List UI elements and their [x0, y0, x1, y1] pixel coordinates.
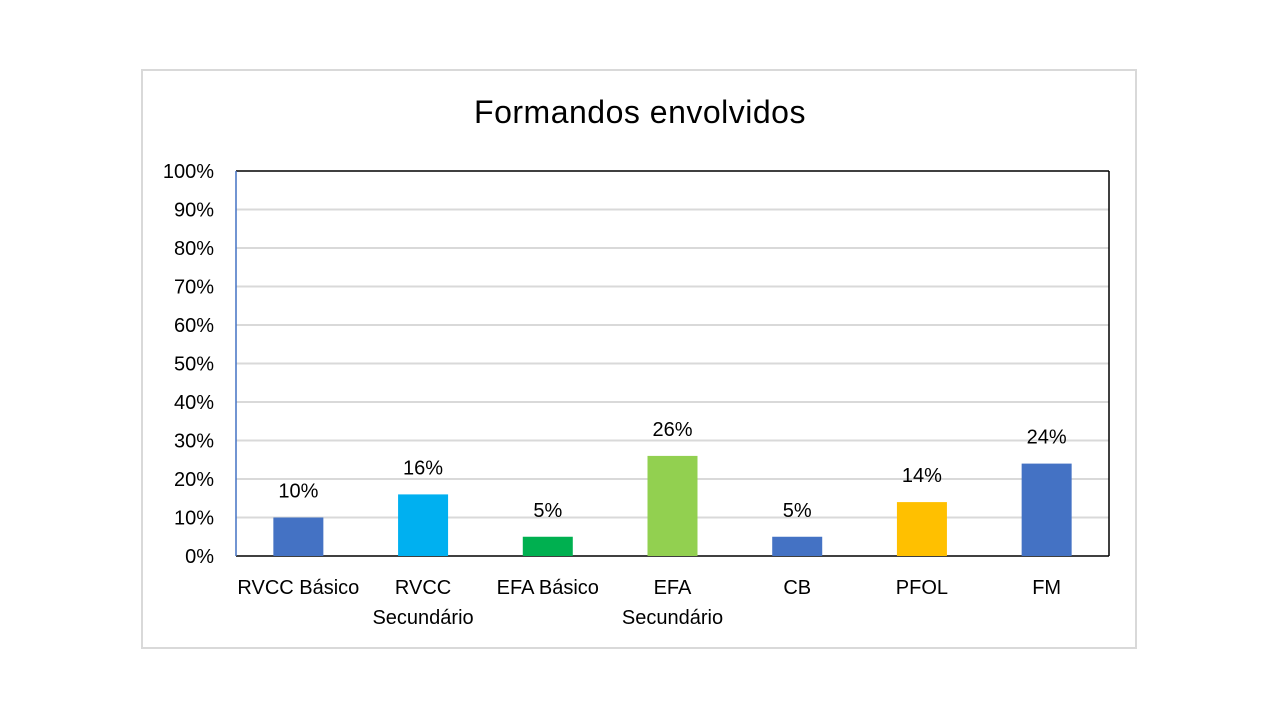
x-tick-label: RVCC Básico [237, 577, 359, 599]
bar [398, 494, 449, 556]
y-tick-label: 90% [174, 200, 214, 222]
data-label: 16% [403, 457, 443, 479]
data-label: 26% [652, 419, 692, 441]
bar [896, 502, 947, 556]
x-tick-label: EFA Básico [497, 577, 599, 599]
y-tick-label: 0% [185, 546, 214, 568]
y-tick-label: 40% [174, 392, 214, 414]
bar [522, 536, 573, 556]
y-tick-label: 70% [174, 277, 214, 299]
bar [772, 536, 823, 556]
y-tick-label: 50% [174, 354, 214, 376]
bar [273, 517, 324, 556]
x-category-labels: RVCC Básico RVCC Secundário EFA Básico EFA Se… [237, 577, 1061, 629]
x-tick-label: PFOL [896, 577, 948, 599]
x-tick-label: RVCC Secundário [372, 577, 473, 629]
data-label: 5% [533, 500, 562, 522]
y-tick-label: 60% [174, 315, 214, 337]
gridlines [236, 208, 1109, 519]
data-label: 14% [902, 465, 942, 487]
bars [273, 455, 1072, 556]
y-tick-label: 20% [174, 469, 214, 491]
y-tick-label: 10% [174, 508, 214, 530]
data-labels: 10% 16% 5% 26% 5% 14% 24% [278, 419, 1067, 522]
y-tick-label: 100% [163, 161, 214, 183]
chart-title: Formandos envolvidos [474, 94, 806, 130]
bar [1021, 463, 1072, 556]
y-tick-label: 80% [174, 238, 214, 260]
data-label: 24% [1027, 427, 1067, 449]
y-tick-labels: 0% 10% 20% 30% 40% 50% 60% 70% 80% 90% 100% [163, 161, 214, 568]
x-tick-label: EFA Secundário [622, 577, 723, 629]
x-tick-label: CB [783, 577, 811, 599]
data-label: 10% [278, 481, 318, 503]
y-tick-label: 30% [174, 431, 214, 453]
x-tick-label: FM [1032, 577, 1061, 599]
bar [647, 455, 698, 556]
data-label: 5% [783, 500, 812, 522]
